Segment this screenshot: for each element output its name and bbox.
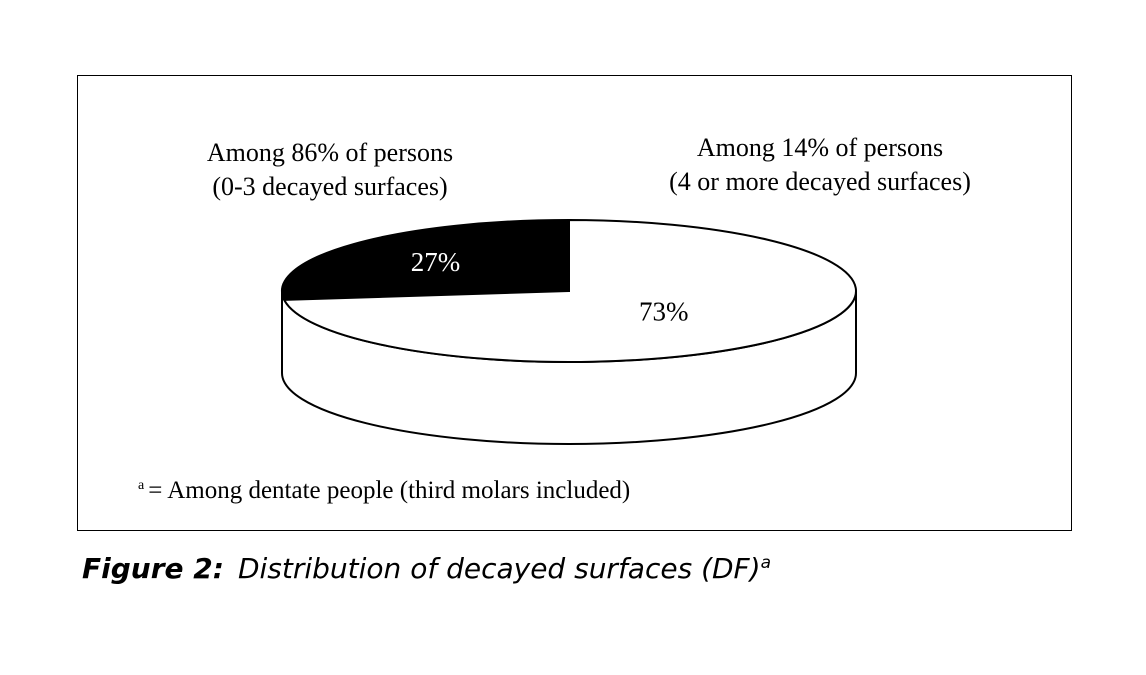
left-annotation: Among 86% of persons (0-3 decayed surfac… [170,136,490,204]
footnote: a = Among dentate people (third molars in… [138,477,630,505]
left-annotation-line-2: (0-3 decayed surfaces) [212,172,448,201]
footnote-text: = Among dentate people (third molars inc… [148,477,631,504]
caption-label: Figure 2: [82,552,224,585]
right-annotation-line-1: Among 14% of persons [696,133,944,162]
caption-text: Distribution of decayed surfaces (DF) [237,552,761,585]
right-annotation: Among 14% of persons (4 or more decayed … [640,131,1000,199]
pie-slice-27 [281,218,570,301]
right-annotation-line-2: (4 or more decayed surfaces) [669,167,971,196]
figure-frame [77,75,1072,531]
left-annotation-line-1: Among 86% of persons [206,138,454,167]
slice-label-27: 27% [411,247,461,277]
footnote-marker: a [138,478,145,493]
caption-superscript: a [760,553,772,573]
pie-slice-73 [282,218,857,363]
slice-label-73: 73% [639,297,689,327]
figure-caption: Figure 2: Distribution of decayed surface… [82,552,771,585]
